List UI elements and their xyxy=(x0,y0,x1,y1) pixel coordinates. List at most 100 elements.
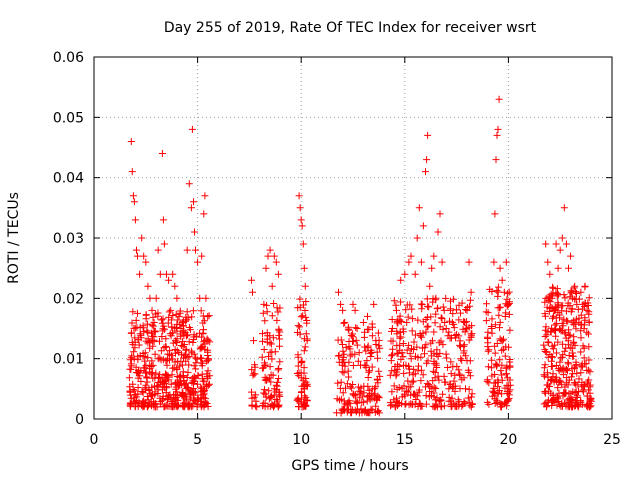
data-point xyxy=(261,403,269,411)
data-point xyxy=(460,398,468,406)
data-point xyxy=(339,341,346,348)
data-point xyxy=(345,326,353,334)
data-point xyxy=(173,365,181,373)
data-point xyxy=(567,308,575,316)
data-point xyxy=(557,403,565,410)
data-point xyxy=(441,378,449,386)
data-point xyxy=(451,371,459,379)
data-point xyxy=(430,252,438,260)
data-point xyxy=(129,341,137,349)
data-point xyxy=(189,402,197,410)
data-point xyxy=(300,369,308,377)
data-point xyxy=(194,395,202,403)
data-point xyxy=(175,312,183,320)
data-point xyxy=(392,301,400,309)
data-point xyxy=(364,382,372,390)
data-point xyxy=(260,389,268,397)
data-point xyxy=(298,357,306,365)
data-point xyxy=(446,317,453,325)
data-point xyxy=(542,323,550,331)
data-point xyxy=(146,365,153,373)
data-point xyxy=(335,288,342,296)
data-point xyxy=(422,400,430,408)
data-point xyxy=(419,222,427,230)
data-point xyxy=(468,390,476,398)
data-point xyxy=(185,338,193,346)
data-point xyxy=(155,374,163,382)
data-point xyxy=(552,240,560,248)
data-point xyxy=(368,394,376,402)
data-point xyxy=(171,346,179,353)
data-point xyxy=(294,362,302,370)
data-point xyxy=(557,354,565,362)
data-point xyxy=(484,309,492,317)
data-point xyxy=(184,353,192,361)
data-point xyxy=(561,347,569,355)
data-point xyxy=(411,270,419,278)
data-point xyxy=(488,315,496,323)
data-point xyxy=(583,402,591,410)
data-point xyxy=(496,303,504,311)
data-point xyxy=(544,338,552,346)
data-point xyxy=(580,382,588,390)
data-point xyxy=(129,308,137,316)
data-point xyxy=(434,372,442,380)
data-point xyxy=(139,322,147,330)
data-point xyxy=(494,389,502,397)
data-point xyxy=(299,312,307,320)
data-point xyxy=(348,409,356,416)
data-point xyxy=(365,325,373,333)
data-point xyxy=(556,311,564,319)
data-point xyxy=(506,358,514,366)
data-point xyxy=(542,240,550,248)
data-point xyxy=(394,350,402,358)
data-point xyxy=(272,258,280,266)
data-point xyxy=(547,328,555,336)
y-tick-label: 0.05 xyxy=(53,110,84,126)
data-point xyxy=(261,362,269,370)
data-point xyxy=(176,309,184,317)
data-point xyxy=(154,390,162,397)
data-point xyxy=(163,361,171,369)
data-point xyxy=(361,328,369,336)
data-point xyxy=(339,347,347,355)
data-point xyxy=(159,386,166,394)
data-point xyxy=(248,401,256,409)
data-point xyxy=(301,307,309,314)
data-point xyxy=(484,363,492,371)
data-point xyxy=(271,348,279,356)
data-point xyxy=(373,396,381,404)
data-point xyxy=(435,397,443,405)
data-point xyxy=(165,308,173,316)
data-point xyxy=(494,383,502,391)
data-point xyxy=(361,343,369,351)
data-point xyxy=(505,310,513,318)
data-point xyxy=(422,383,429,391)
data-point xyxy=(199,319,207,327)
data-point xyxy=(352,324,360,332)
data-point xyxy=(343,380,351,388)
data-point xyxy=(142,315,150,323)
data-point xyxy=(491,349,499,357)
data-point xyxy=(398,349,406,357)
data-point xyxy=(446,306,454,314)
data-point xyxy=(482,308,490,316)
data-point xyxy=(457,309,464,317)
data-point xyxy=(294,353,302,361)
y-tick-label: 0 xyxy=(75,412,84,428)
data-point xyxy=(194,258,202,266)
data-point xyxy=(467,403,475,411)
data-point xyxy=(403,346,411,354)
data-point xyxy=(585,356,593,364)
data-point xyxy=(577,334,585,342)
data-point xyxy=(492,379,499,387)
data-point xyxy=(441,319,449,326)
data-point xyxy=(152,310,160,318)
data-point xyxy=(587,395,595,403)
data-point xyxy=(261,317,269,325)
data-point xyxy=(364,312,371,320)
data-point xyxy=(349,330,357,338)
data-point xyxy=(489,387,497,395)
data-point xyxy=(548,294,556,302)
data-point xyxy=(575,375,583,383)
